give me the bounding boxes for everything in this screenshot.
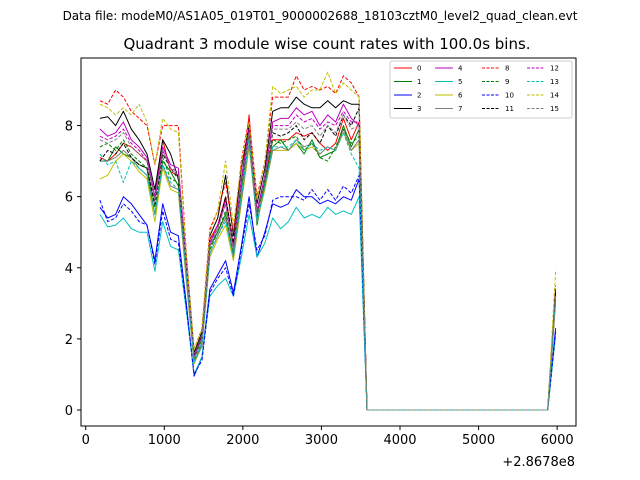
series-line-15 <box>99 114 557 411</box>
y-tick-label: 4 <box>65 262 73 277</box>
series-layer <box>99 71 557 411</box>
series-line-7 <box>99 128 557 411</box>
legend-label-8: 8 <box>505 65 509 73</box>
x-axis: 0 1000 2000 3000 4000 5000 6000 <box>82 426 574 448</box>
x-tick-label: 1000 <box>148 433 181 448</box>
x-tick-label: 0 <box>82 433 90 448</box>
legend-label-15: 15 <box>550 105 559 113</box>
series-line-11 <box>99 107 557 411</box>
y-tick-label: 0 <box>65 404 73 419</box>
series-line-6 <box>99 132 557 411</box>
y-axis: 0 2 4 6 8 <box>65 120 81 419</box>
legend-label-1: 1 <box>417 78 421 86</box>
legend-label-9: 9 <box>505 78 509 86</box>
legend-label-3: 3 <box>417 105 421 113</box>
y-tick-label: 2 <box>65 333 73 348</box>
x-tick-label: 2000 <box>226 433 259 448</box>
legend-label-12: 12 <box>550 65 559 73</box>
legend-label-10: 10 <box>505 92 514 100</box>
series-line-13 <box>99 132 557 411</box>
series-line-1 <box>99 125 557 411</box>
legend-box <box>389 60 573 119</box>
series-line-10 <box>99 174 557 411</box>
x-tick-label: 6000 <box>541 433 574 448</box>
chart-title: Quadrant 3 module wise count rates with … <box>123 35 530 53</box>
legend-label-2: 2 <box>417 92 421 100</box>
x-tick-label: 3000 <box>305 433 338 448</box>
figure-suptitle: Data file: modeM0/AS1A05_019T01_90000026… <box>63 9 578 23</box>
legend-label-7: 7 <box>458 105 462 113</box>
legend-label-11: 11 <box>505 105 514 113</box>
x-tick-label: 4000 <box>383 433 416 448</box>
legend-label-0: 0 <box>417 65 421 73</box>
x-axis-offset-label: +2.8678e8 <box>502 455 575 470</box>
legend-label-5: 5 <box>458 78 462 86</box>
series-line-3 <box>99 96 557 411</box>
series-line-8 <box>99 75 557 411</box>
series-line-9 <box>99 128 557 411</box>
series-line-12 <box>99 110 557 411</box>
series-line-2 <box>99 178 557 411</box>
y-tick-label: 8 <box>65 120 73 135</box>
legend-label-6: 6 <box>458 92 463 100</box>
x-tick-label: 5000 <box>462 433 495 448</box>
legend-label-14: 14 <box>550 92 559 100</box>
plot-area-frame <box>80 57 577 427</box>
legend-label-13: 13 <box>550 78 559 86</box>
series-line-5 <box>99 196 557 411</box>
legend-label-4: 4 <box>458 65 463 73</box>
y-tick-label: 6 <box>65 191 73 206</box>
series-line-14 <box>99 71 557 411</box>
